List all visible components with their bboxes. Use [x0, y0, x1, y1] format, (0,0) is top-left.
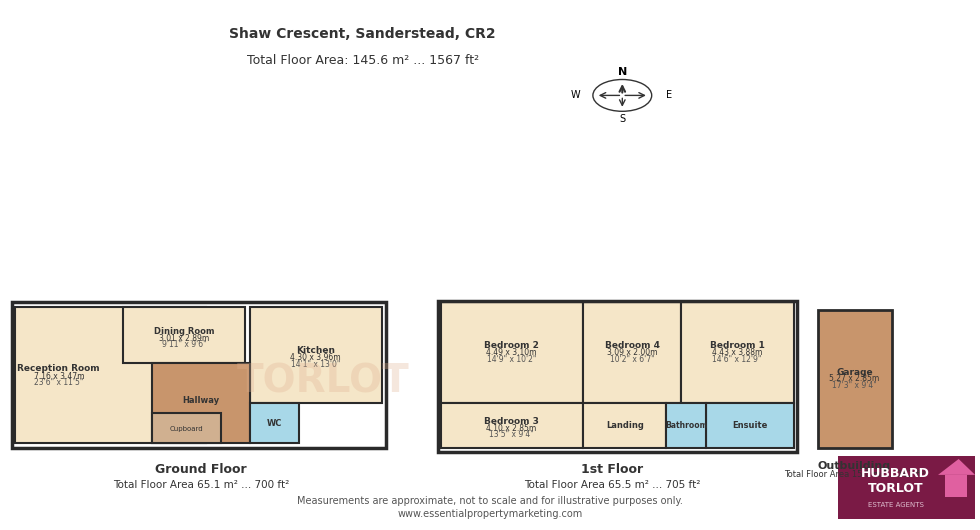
- Text: 3.09 x 2.00m: 3.09 x 2.00m: [607, 348, 658, 357]
- Text: Bathroom: Bathroom: [664, 421, 708, 429]
- Text: 13'5" x 9'4": 13'5" x 9'4": [489, 430, 534, 439]
- Bar: [583, 403, 666, 448]
- Text: 7.16 x 3.47m: 7.16 x 3.47m: [33, 372, 84, 381]
- FancyBboxPatch shape: [945, 475, 967, 497]
- Text: Outbuilding: Outbuilding: [818, 462, 891, 471]
- Bar: [152, 363, 250, 443]
- Text: HUBBARD: HUBBARD: [861, 467, 930, 480]
- Text: 23'6" x 11'5": 23'6" x 11'5": [34, 378, 83, 387]
- Bar: [122, 307, 245, 363]
- Text: 3.01 x 2.89m: 3.01 x 2.89m: [159, 334, 210, 342]
- Text: 4.49 x 3.10m: 4.49 x 3.10m: [486, 348, 537, 357]
- Text: TORLOT: TORLOT: [237, 363, 410, 401]
- Text: 17'3" x 9'4": 17'3" x 9'4": [832, 381, 877, 390]
- Text: Landing: Landing: [607, 421, 644, 429]
- Bar: [818, 310, 892, 448]
- Text: 10'2" x 6'7": 10'2" x 6'7": [610, 355, 655, 364]
- Bar: [681, 302, 794, 403]
- Bar: [441, 403, 583, 448]
- Text: 9'11" x 9'6": 9'11" x 9'6": [162, 340, 207, 349]
- Text: Kitchen: Kitchen: [296, 347, 335, 355]
- Text: 5.27 x 2.85m: 5.27 x 2.85m: [829, 375, 880, 383]
- Text: Bedroom 2: Bedroom 2: [484, 341, 539, 350]
- Bar: [583, 302, 681, 403]
- Text: Hallway: Hallway: [182, 396, 220, 404]
- Text: Bedroom 4: Bedroom 4: [605, 341, 660, 350]
- Bar: [666, 403, 706, 448]
- Bar: [250, 307, 382, 403]
- Text: 14'1" x 13'0": 14'1" x 13'0": [291, 360, 340, 368]
- Text: www.essentialpropertymarketing.com: www.essentialpropertymarketing.com: [397, 509, 583, 519]
- Text: 14'9" x 10'2": 14'9" x 10'2": [487, 355, 536, 364]
- Text: TORLOT: TORLOT: [867, 482, 923, 496]
- Text: Measurements are approximate, not to scale and for illustrative purposes only.: Measurements are approximate, not to sca…: [297, 496, 683, 506]
- Bar: [250, 403, 299, 443]
- Text: S: S: [619, 114, 625, 124]
- Bar: [706, 403, 794, 448]
- Bar: [441, 302, 583, 403]
- Text: Ensuite: Ensuite: [732, 421, 767, 429]
- Bar: [152, 413, 220, 443]
- Bar: [438, 301, 797, 452]
- Text: E: E: [666, 91, 672, 100]
- Text: Total Floor Area 15.0 m² ... 162 ft²: Total Floor Area 15.0 m² ... 162 ft²: [784, 470, 925, 479]
- Text: Total Floor Area 65.1 m² ... 700 ft²: Total Floor Area 65.1 m² ... 700 ft²: [113, 480, 289, 490]
- Text: 14'6" x 12'9": 14'6" x 12'9": [712, 355, 761, 364]
- Text: Ground Floor: Ground Floor: [155, 463, 247, 475]
- Text: Reception Room: Reception Room: [18, 364, 100, 373]
- FancyBboxPatch shape: [15, 307, 206, 443]
- Text: Total Floor Area: 145.6 m² ... 1567 ft²: Total Floor Area: 145.6 m² ... 1567 ft²: [247, 55, 478, 67]
- Text: Bedroom 3: Bedroom 3: [484, 417, 539, 426]
- Text: 1st Floor: 1st Floor: [581, 463, 644, 475]
- Text: Cupboard: Cupboard: [170, 426, 203, 432]
- Text: Shaw Crescent, Sanderstead, CR2: Shaw Crescent, Sanderstead, CR2: [229, 28, 496, 41]
- Text: N: N: [617, 67, 627, 76]
- Text: Total Floor Area 65.5 m² ... 705 ft²: Total Floor Area 65.5 m² ... 705 ft²: [524, 480, 701, 490]
- Polygon shape: [938, 459, 975, 475]
- Text: Bedroom 1: Bedroom 1: [710, 341, 764, 350]
- Text: 4.43 x 3.88m: 4.43 x 3.88m: [711, 348, 762, 357]
- Text: Garage: Garage: [836, 368, 873, 376]
- Text: ESTATE AGENTS: ESTATE AGENTS: [867, 502, 923, 508]
- Bar: [838, 456, 975, 519]
- Bar: [12, 302, 386, 448]
- Text: Dining Room: Dining Room: [154, 327, 215, 335]
- Text: 4.30 x 3.96m: 4.30 x 3.96m: [290, 354, 341, 362]
- Text: WC: WC: [267, 420, 282, 428]
- Text: 4.10 x 2.85m: 4.10 x 2.85m: [486, 424, 537, 432]
- Text: W: W: [570, 91, 580, 100]
